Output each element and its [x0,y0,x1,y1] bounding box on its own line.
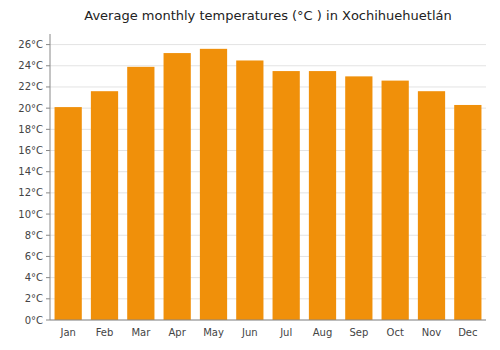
y-tick-label: 14°C [18,166,43,177]
bar [345,76,372,320]
y-tick-label: 8°C [25,230,43,241]
y-tick [46,86,50,87]
x-tick-label: May [203,327,224,338]
x-tick-label: Apr [169,327,187,338]
bar [91,91,118,320]
bar [454,105,481,320]
y-tick-label: 20°C [18,103,43,114]
chart-title: Average monthly temperatures (°C ) in Xo… [84,8,451,23]
grid-line [50,86,486,87]
x-tick-label: Feb [96,327,114,338]
y-tick-label: 10°C [18,209,43,220]
bar [382,81,409,320]
y-tick-label: 4°C [25,272,43,283]
y-tick-label: 26°C [18,39,43,50]
y-tick [46,214,50,215]
x-tick-label: Aug [313,327,333,338]
bar [164,53,191,320]
y-tick-label: 0°C [25,315,43,326]
x-tick-label: Dec [458,327,477,338]
bar [127,67,154,320]
y-tick [46,256,50,257]
y-tick [46,192,50,193]
y-tick [46,277,50,278]
bar [200,49,227,320]
y-tick [46,171,50,172]
y-tick-label: 16°C [18,145,43,156]
grid-line [50,44,486,45]
y-axis: 0°C 2°C 4°C 6°C 8°C 10°C 12°C 14°C 16°C 18°C 20°C 2… [18,39,486,325]
y-tick [46,298,50,299]
y-tick [46,44,50,45]
x-tick-label: Jul [279,327,292,338]
bars [55,49,482,320]
grid-line [50,320,486,321]
y-tick-label: 12°C [18,187,43,198]
y-tick-label: 22°C [18,81,43,92]
bar [309,71,336,320]
y-axis-line [50,34,51,320]
x-tick-label: Nov [422,327,442,338]
x-tick-label: Sep [349,327,368,338]
x-tick-label: Jan [59,327,75,338]
chart-container: Average monthly temperatures (°C ) in Xo… [0,0,500,350]
y-tick [46,235,50,236]
grid-line [50,65,486,66]
chart-svg: Average monthly temperatures (°C ) in Xo… [0,0,500,350]
y-tick-label: 18°C [18,124,43,135]
y-tick-label: 2°C [25,293,43,304]
bar [236,60,263,320]
y-tick-label: 6°C [25,251,43,262]
x-tick-label: Jun [241,327,258,338]
y-tick [46,108,50,109]
x-axis: Jan Feb Mar Apr May Jun Jul Aug Sep Oct Nov Dec [59,327,477,338]
bar [55,107,82,320]
x-tick-label: Mar [131,327,151,338]
bar [273,71,300,320]
y-tick [46,320,50,321]
bar [418,91,445,320]
y-tick [46,129,50,130]
y-tick [46,150,50,151]
y-tick [46,65,50,66]
x-tick-label: Oct [387,327,404,338]
x-axis-line [50,320,486,321]
y-tick-label: 24°C [18,60,43,71]
